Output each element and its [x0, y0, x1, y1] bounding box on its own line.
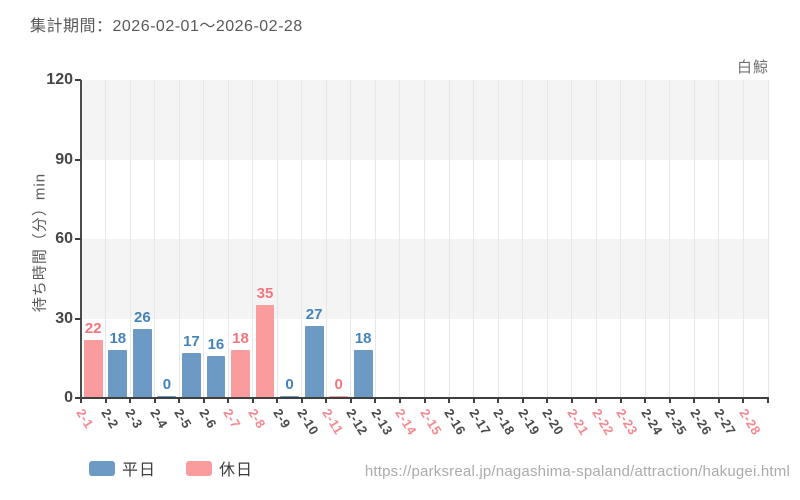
bar-value-label: 26 — [133, 309, 151, 327]
vertical-gridline — [546, 80, 548, 398]
x-tick-label: 2-14 — [392, 406, 421, 438]
x-tick-label: 2-26 — [686, 406, 715, 438]
bar-value-label: 22 — [84, 319, 102, 337]
report-title: 集計期間：2026-02-01〜2026-02-28 — [30, 18, 303, 35]
x-tick-label: 2-7 — [220, 406, 245, 432]
vertical-gridline — [399, 80, 401, 398]
vertical-gridline — [178, 80, 180, 398]
bar-weekday[interactable] — [181, 352, 201, 398]
x-tick-label: 2-24 — [637, 406, 666, 438]
bar-value-label: 18 — [354, 330, 372, 348]
x-tick-label: 2-18 — [490, 406, 519, 438]
x-tick-label: 2-21 — [564, 406, 592, 438]
x-tick-label: 2-20 — [539, 406, 568, 438]
x-tick-label: 2-10 — [294, 406, 322, 438]
vertical-gridline — [252, 80, 254, 398]
vertical-gridline — [595, 80, 597, 398]
vertical-gridline — [669, 80, 671, 398]
bar-weekday[interactable] — [353, 350, 373, 398]
x-tick-label: 2-25 — [662, 406, 690, 438]
legend-label: 休日 — [219, 462, 254, 479]
x-tick-label: 2-15 — [417, 406, 445, 438]
chart-legend: 平日 休日 — [89, 456, 253, 480]
bar-value-label: 27 — [305, 306, 323, 324]
vertical-gridline — [325, 80, 327, 398]
legend-label: 平日 — [122, 462, 157, 479]
footer-url: https://parksreal.jp/nagashima-spaland/a… — [364, 463, 790, 480]
vertical-gridline — [497, 80, 499, 398]
bar-value-label: 35 — [256, 285, 274, 303]
x-tick-label: 2-17 — [466, 406, 494, 438]
x-tick-label: 2-12 — [343, 406, 372, 438]
vertical-gridline — [129, 80, 131, 398]
x-tick-label: 2-1 — [73, 406, 98, 432]
bar-holiday[interactable] — [255, 305, 275, 398]
bar-value-label: 18 — [232, 330, 249, 348]
x-tick-label: 2-27 — [711, 406, 740, 438]
x-tick-label: 2-13 — [367, 406, 396, 438]
y-tick-label: 90 — [55, 150, 73, 168]
bar-weekday[interactable] — [206, 355, 226, 398]
vertical-gridline — [203, 80, 205, 398]
y-axis-line — [80, 80, 82, 398]
vertical-gridline — [742, 80, 744, 398]
y-tick-label: 120 — [46, 71, 73, 88]
vertical-gridline — [644, 80, 646, 398]
vertical-gridline — [448, 80, 450, 398]
vertical-gridline — [571, 80, 573, 398]
x-tick-label: 2-6 — [196, 406, 220, 432]
vertical-gridline — [227, 80, 229, 398]
vertical-gridline — [350, 80, 352, 398]
bar-value-label: 0 — [162, 376, 172, 393]
chart-plot-area: 22 18 26 0 17 16 18 35 0 27 0 18 — [81, 80, 769, 398]
x-tick-label: 2-16 — [441, 406, 470, 438]
x-tick-label: 2-11 — [318, 406, 347, 438]
bar-value-label: 0 — [285, 376, 294, 393]
x-tick-label: 2-28 — [735, 406, 764, 438]
vertical-gridline — [424, 80, 425, 398]
vertical-gridline — [276, 80, 278, 398]
legend-swatch-holiday — [186, 460, 213, 476]
x-tick-label: 2-19 — [515, 406, 543, 438]
x-tick-label: 2-3 — [122, 406, 147, 432]
x-tick-label: 2-22 — [588, 406, 617, 438]
x-axis-line — [80, 397, 769, 399]
bar-weekday[interactable] — [304, 326, 324, 398]
x-tick-label: 2-23 — [613, 406, 641, 438]
x-tick-label: 2-8 — [245, 406, 269, 432]
x-tick-label: 2-4 — [147, 406, 171, 432]
attraction-name: 白鯨 — [736, 59, 769, 76]
vertical-gridline — [767, 80, 769, 398]
x-tick-label: 2-5 — [171, 406, 196, 432]
vertical-gridline — [301, 80, 303, 398]
y-tick-label: 0 — [64, 389, 73, 406]
bar-value-label: 17 — [183, 332, 200, 350]
bar-weekday[interactable] — [132, 329, 152, 398]
legend-swatch-weekday — [89, 460, 115, 476]
vertical-gridline — [620, 80, 622, 398]
bar-holiday[interactable] — [83, 339, 103, 398]
vertical-gridline — [693, 80, 695, 398]
bar-value-label: 0 — [334, 376, 343, 393]
legend-item-weekday[interactable]: 平日 — [89, 456, 156, 480]
vertical-gridline — [718, 80, 720, 398]
bar-holiday[interactable] — [231, 350, 250, 398]
x-tick-label: 2-2 — [98, 406, 122, 432]
bar-weekday[interactable] — [108, 350, 128, 398]
vertical-gridline — [473, 80, 475, 398]
y-axis-title: 待ち時間（分）min — [31, 172, 49, 313]
vertical-gridline — [105, 80, 107, 398]
legend-item-holiday[interactable]: 休日 — [186, 456, 253, 480]
x-tick-label: 2-9 — [269, 406, 294, 432]
vertical-gridline — [522, 80, 524, 398]
vertical-gridline — [154, 80, 156, 398]
bar-value-label: 16 — [207, 335, 225, 353]
vertical-gridline — [374, 80, 376, 398]
bar-value-label: 18 — [109, 330, 127, 348]
